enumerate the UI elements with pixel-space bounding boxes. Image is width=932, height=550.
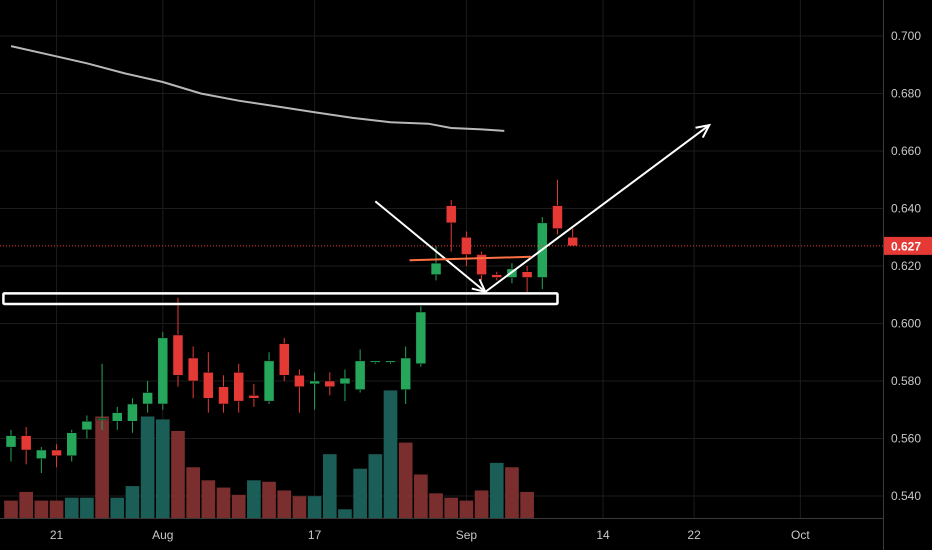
volume-bar (489, 462, 504, 518)
volume-bar (383, 390, 398, 518)
candle-body (339, 377, 351, 385)
candle-body (233, 372, 244, 402)
candle-body (324, 380, 336, 387)
volume-bar (353, 468, 367, 518)
volume-bar (444, 497, 459, 518)
volume-bar (64, 497, 79, 518)
price-tick-label: 0.660 (891, 144, 921, 158)
time-tick-label: Oct (791, 528, 810, 542)
up-arrow[interactable] (484, 124, 710, 293)
volume-bar (49, 500, 64, 518)
volume-bar (95, 416, 109, 518)
candle-body (96, 418, 108, 421)
candle-body (294, 375, 305, 387)
candle-body (385, 360, 396, 363)
candle-body (36, 449, 47, 459)
time-tick-label: 22 (687, 528, 701, 542)
candle-body (278, 343, 290, 376)
candle-body (127, 403, 138, 422)
candle-body (66, 432, 77, 456)
candle-body (187, 357, 199, 382)
candle-body (263, 360, 275, 402)
volume-bar (429, 493, 443, 518)
candle-body (370, 360, 381, 363)
candle-body (81, 421, 93, 431)
price-tick-label: 0.680 (891, 87, 921, 101)
volume-bar (4, 500, 18, 518)
price-tick-label: 0.580 (891, 374, 921, 388)
volume-bar (19, 491, 34, 518)
volume-bar (338, 509, 352, 518)
volume-bar (140, 416, 155, 518)
volume-bar (247, 480, 261, 518)
candle-body (415, 311, 427, 364)
price-tick-label: 0.560 (891, 432, 921, 446)
volume-bar (34, 500, 49, 518)
volume-bar (155, 419, 170, 518)
time-tick-label: 14 (596, 528, 610, 542)
volume-bar (368, 454, 383, 518)
volume-bar (307, 496, 322, 518)
price-tick-label: 0.620 (891, 259, 921, 273)
volume-bar (398, 442, 413, 518)
up-arrow-head (695, 123, 712, 138)
candle-body (309, 380, 320, 385)
price-tick-label: 0.640 (891, 202, 921, 216)
candle-body (142, 392, 153, 405)
volume-bar (171, 431, 185, 518)
candle-body (157, 337, 169, 405)
candle-body (203, 372, 214, 399)
volume-bar (216, 487, 231, 518)
time-tick-label: 17 (308, 528, 322, 542)
volume-bar (520, 491, 534, 518)
candle-body (476, 254, 487, 275)
moving-average-line (10, 45, 505, 132)
volume-bar (110, 497, 125, 518)
time-tick-label: 21 (50, 528, 64, 542)
volume-bar (292, 496, 307, 518)
candle-body (445, 205, 457, 224)
support-zone-box[interactable] (2, 292, 559, 306)
candle-body (20, 435, 32, 451)
volume-bar (186, 467, 200, 518)
candle-body (552, 205, 563, 229)
volume-bar (277, 490, 292, 518)
candle-body (430, 262, 442, 275)
volume-bar (80, 497, 94, 518)
last-price-label: 0.627 (891, 239, 921, 253)
candle-body (5, 435, 17, 448)
candle-body (51, 449, 62, 456)
volume-bar (231, 494, 246, 518)
volume-bar (322, 454, 337, 518)
last-price-badge (884, 236, 932, 255)
candle-body (491, 274, 503, 278)
candle-body (400, 357, 411, 390)
volume-bar (505, 467, 519, 518)
volume-bar (125, 486, 140, 518)
volume-bar (201, 480, 216, 518)
trend-line-orange[interactable] (409, 255, 531, 262)
volume-bar (474, 490, 489, 518)
candle-body (248, 395, 260, 399)
price-tick-label: 0.700 (891, 29, 921, 43)
volume-bar (414, 474, 428, 518)
candle-body (521, 271, 533, 278)
volume-bar (459, 500, 474, 518)
candle-body (218, 386, 229, 405)
price-tick-label: 0.540 (891, 489, 921, 503)
volume-bar (262, 481, 276, 518)
time-tick-label: Aug (152, 528, 173, 542)
time-tick-label: Sep (456, 528, 478, 542)
down-arrow[interactable] (374, 200, 487, 293)
candle-body (567, 237, 578, 247)
candle-body (172, 334, 184, 376)
candle-body (112, 412, 123, 422)
candle-body (354, 360, 366, 390)
price-tick-label: 0.600 (891, 317, 921, 331)
